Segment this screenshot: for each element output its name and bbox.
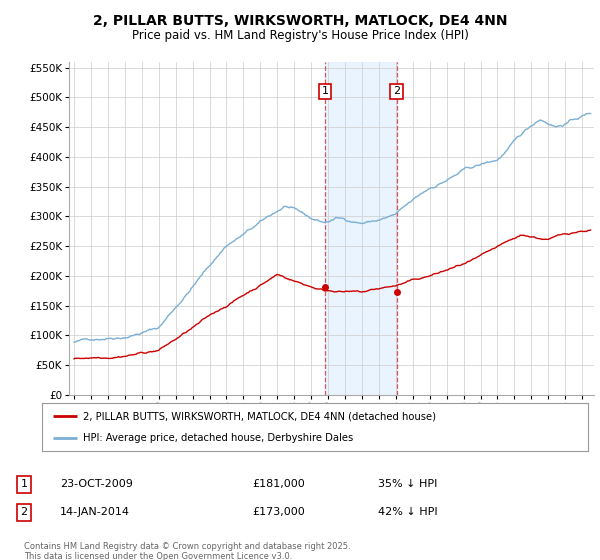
Text: Contains HM Land Registry data © Crown copyright and database right 2025.
This d: Contains HM Land Registry data © Crown c…: [24, 542, 350, 560]
Text: 1: 1: [20, 479, 28, 489]
Text: 42% ↓ HPI: 42% ↓ HPI: [378, 507, 437, 517]
Bar: [325, 62, 397, 395]
Text: Price paid vs. HM Land Registry's House Price Index (HPI): Price paid vs. HM Land Registry's House …: [131, 29, 469, 42]
Text: £173,000: £173,000: [252, 507, 305, 517]
Text: 1: 1: [322, 86, 328, 96]
Text: 2: 2: [20, 507, 28, 517]
Text: 14-JAN-2014: 14-JAN-2014: [60, 507, 130, 517]
Text: 23-OCT-2009: 23-OCT-2009: [60, 479, 133, 489]
Text: 2, PILLAR BUTTS, WIRKSWORTH, MATLOCK, DE4 4NN (detached house): 2, PILLAR BUTTS, WIRKSWORTH, MATLOCK, DE…: [83, 411, 436, 421]
Text: 35% ↓ HPI: 35% ↓ HPI: [378, 479, 437, 489]
Text: HPI: Average price, detached house, Derbyshire Dales: HPI: Average price, detached house, Derb…: [83, 433, 353, 443]
Text: £181,000: £181,000: [252, 479, 305, 489]
Text: 2: 2: [393, 86, 400, 96]
Text: 2, PILLAR BUTTS, WIRKSWORTH, MATLOCK, DE4 4NN: 2, PILLAR BUTTS, WIRKSWORTH, MATLOCK, DE…: [93, 14, 507, 28]
